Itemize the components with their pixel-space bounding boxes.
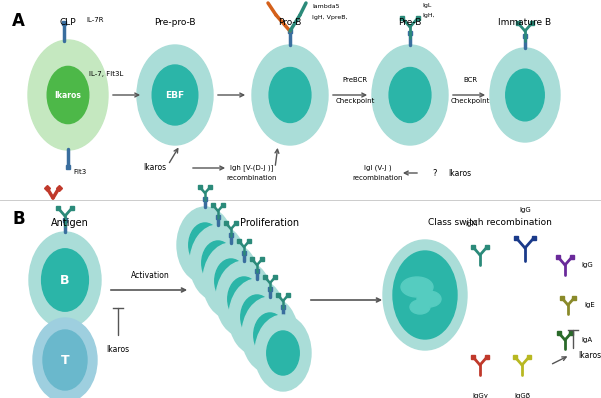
Text: PreBCR: PreBCR <box>343 77 368 83</box>
Text: Ikaros: Ikaros <box>106 345 130 354</box>
Ellipse shape <box>33 318 97 398</box>
Text: recombination: recombination <box>353 175 403 181</box>
Text: CLP: CLP <box>59 18 76 27</box>
Ellipse shape <box>228 277 260 321</box>
Ellipse shape <box>47 66 89 124</box>
Ellipse shape <box>202 241 234 285</box>
Text: IgG: IgG <box>581 262 593 268</box>
Text: Ikaros: Ikaros <box>578 351 601 359</box>
Text: EBF: EBF <box>165 90 185 100</box>
Ellipse shape <box>29 232 101 328</box>
Ellipse shape <box>393 251 457 339</box>
Text: IgH,: IgH, <box>422 12 435 18</box>
Text: BCR: BCR <box>463 77 477 83</box>
Text: IgH, VpreB,: IgH, VpreB, <box>312 14 347 20</box>
Text: Class switch recombination: Class switch recombination <box>428 218 552 227</box>
Text: Pro-B: Pro-B <box>278 18 302 27</box>
Text: IgI (V-J ): IgI (V-J ) <box>364 165 392 171</box>
Text: IL-7, Flt3L: IL-7, Flt3L <box>89 71 123 77</box>
Ellipse shape <box>401 277 433 297</box>
Ellipse shape <box>506 69 545 121</box>
Text: IgG: IgG <box>519 207 531 213</box>
Text: IgA: IgA <box>581 337 592 343</box>
Text: A: A <box>12 12 25 30</box>
Ellipse shape <box>372 45 448 145</box>
Text: Igh [V-(D-J )]: Igh [V-(D-J )] <box>230 165 273 172</box>
Ellipse shape <box>490 48 560 142</box>
Ellipse shape <box>203 243 259 319</box>
Text: Activation: Activation <box>130 271 169 280</box>
Text: T: T <box>61 353 69 367</box>
Ellipse shape <box>242 297 298 373</box>
Text: lambda5: lambda5 <box>312 4 340 10</box>
Ellipse shape <box>229 279 285 355</box>
Text: Ikaros: Ikaros <box>448 168 471 178</box>
Text: Immature B: Immature B <box>498 18 552 27</box>
Ellipse shape <box>28 40 108 150</box>
Text: Ikaros: Ikaros <box>144 164 166 172</box>
Text: B: B <box>60 273 70 287</box>
Ellipse shape <box>215 259 247 303</box>
Text: Ikaros: Ikaros <box>55 90 82 100</box>
Ellipse shape <box>383 240 467 350</box>
Text: Checkpoint: Checkpoint <box>450 98 490 104</box>
Ellipse shape <box>417 291 441 307</box>
Ellipse shape <box>41 249 88 311</box>
Ellipse shape <box>189 223 221 267</box>
Text: Flt3: Flt3 <box>73 169 87 175</box>
Text: Pre-B: Pre-B <box>398 18 422 27</box>
Ellipse shape <box>190 225 246 301</box>
Ellipse shape <box>241 295 273 339</box>
Ellipse shape <box>177 207 233 283</box>
Text: B: B <box>12 210 25 228</box>
Ellipse shape <box>267 331 299 375</box>
Text: IL-7R: IL-7R <box>86 17 103 23</box>
Text: IgE: IgE <box>584 302 595 308</box>
Text: IgL: IgL <box>422 2 432 8</box>
Ellipse shape <box>255 315 311 391</box>
Text: IgM: IgM <box>466 221 478 227</box>
Text: ?: ? <box>432 168 436 178</box>
Ellipse shape <box>152 65 198 125</box>
Text: IgGγ: IgGγ <box>472 393 488 398</box>
Ellipse shape <box>269 68 311 123</box>
Ellipse shape <box>389 68 431 123</box>
Text: Checkpoint: Checkpoint <box>335 98 374 104</box>
Ellipse shape <box>43 330 87 390</box>
Ellipse shape <box>137 45 213 145</box>
Ellipse shape <box>254 313 286 357</box>
Ellipse shape <box>216 261 272 337</box>
Text: Antigen: Antigen <box>51 218 89 228</box>
Text: recombination: recombination <box>227 175 277 181</box>
Text: Pre-pro-B: Pre-pro-B <box>154 18 196 27</box>
Ellipse shape <box>252 45 328 145</box>
Text: IgGβ: IgGβ <box>514 393 530 398</box>
Text: Proliferation: Proliferation <box>240 218 299 228</box>
Ellipse shape <box>410 300 430 314</box>
